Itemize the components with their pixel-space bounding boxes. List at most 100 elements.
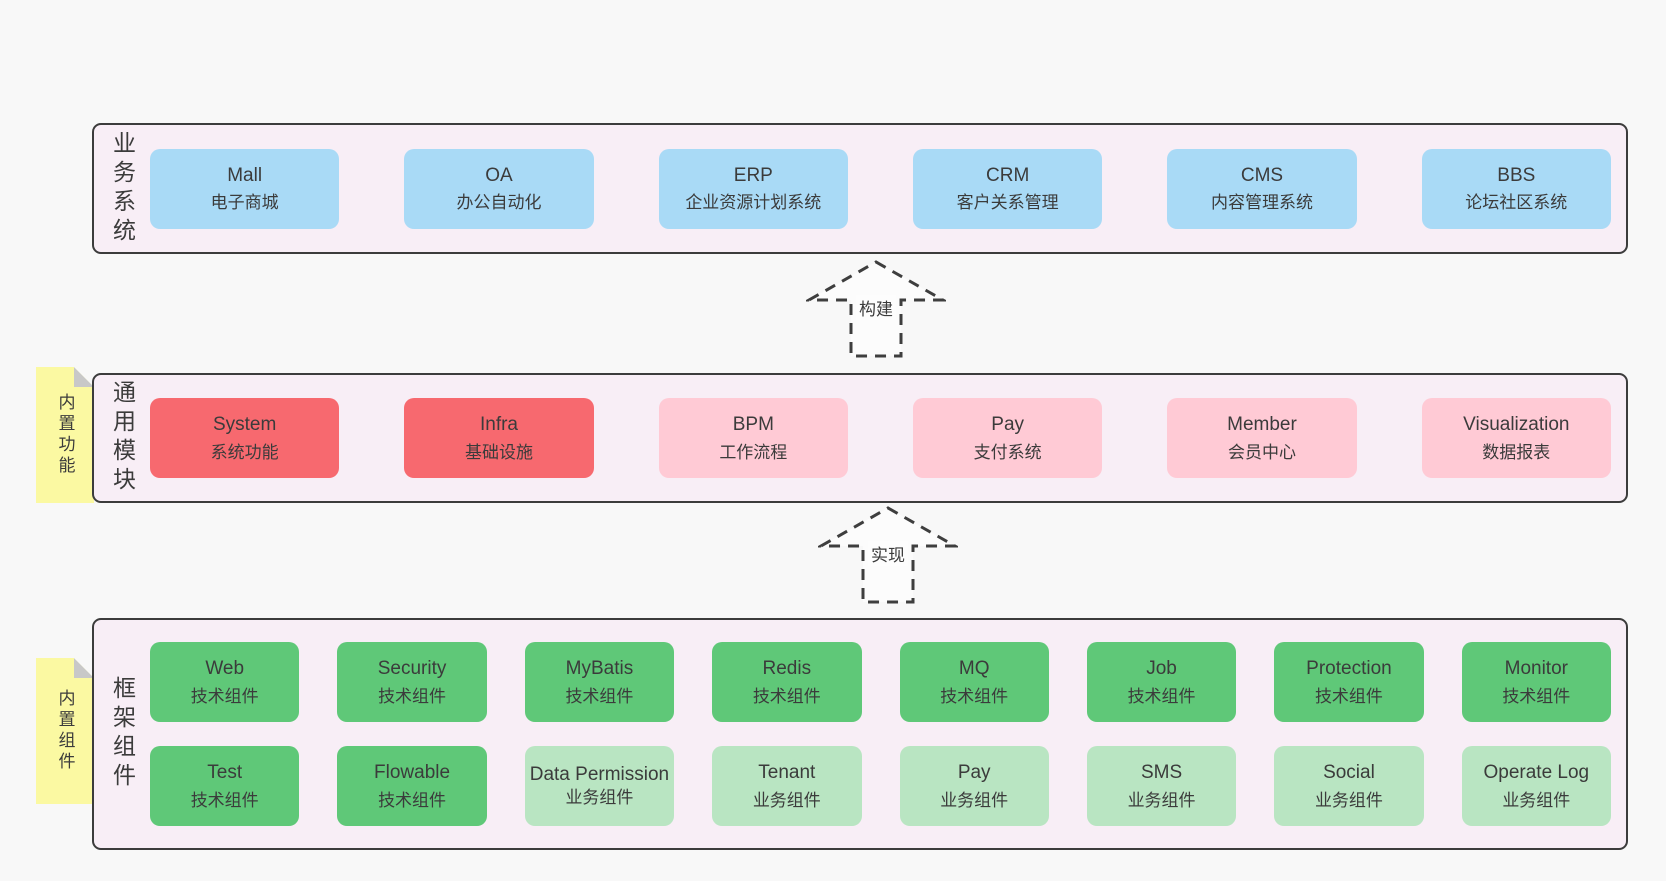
box-subtitle-cn: 业务组件 xyxy=(565,788,634,808)
box-subtitle-cn: 业务组件 xyxy=(1314,790,1383,810)
panel-label-business-systems: 业务系统 xyxy=(94,125,150,252)
panel-framework-components: 框架组件 Web 技术组件 Security 技术组件 MyBatis 技术组件… xyxy=(92,618,1628,850)
components-box-row-2: Test 技术组件 Flowable 技术组件 Data Permission … xyxy=(150,746,1611,826)
box-title-en: CRM xyxy=(986,164,1030,186)
panel-label-text: 通用模块 xyxy=(109,380,136,496)
modules-box-row: System 系统功能 Infra 基础设施 BPM 工作流程 Pay 支付系统… xyxy=(150,398,1611,478)
box-title-en: Monitor xyxy=(1504,658,1568,679)
box-social: Social 业务组件 xyxy=(1274,746,1424,826)
box-bpm: BPM 工作流程 xyxy=(658,398,848,478)
box-title-en: Job xyxy=(1146,658,1177,679)
panel-business-systems: 业务系统 Mall 电子商城 OA 办公自动化 ERP 企业资源计划系统 CRM xyxy=(92,123,1628,254)
box-subtitle-cn: 工作流程 xyxy=(719,442,788,462)
box-subtitle-cn: 技术组件 xyxy=(1314,686,1383,706)
box-infra: Infra 基础设施 xyxy=(404,398,594,478)
box-subtitle-cn: 业务组件 xyxy=(1127,790,1196,810)
box-subtitle-cn: 技术组件 xyxy=(565,686,634,706)
business-boxes-area: Mall 电子商城 OA 办公自动化 ERP 企业资源计划系统 CRM 客户关系… xyxy=(150,125,1626,252)
box-system: System 系统功能 xyxy=(150,398,340,478)
box-mybatis: MyBatis 技术组件 xyxy=(524,642,675,722)
box-title-en: CMS xyxy=(1240,164,1284,186)
box-title-en: Social xyxy=(1323,762,1375,783)
note-fold-corner-icon xyxy=(74,367,94,387)
box-title-en: Security xyxy=(377,658,447,679)
box-subtitle-cn: 系统功能 xyxy=(210,442,279,462)
arrow-implement-label: 实现 xyxy=(868,541,908,566)
box-subtitle-cn: 业务组件 xyxy=(1502,790,1571,810)
note-text: 内置功能 xyxy=(55,393,75,477)
box-subtitle-cn: 会员中心 xyxy=(1227,442,1296,462)
note-text: 内置组件 xyxy=(55,689,75,773)
box-visualization: Visualization 数据报表 xyxy=(1421,398,1611,478)
box-title-en: MyBatis xyxy=(565,658,634,679)
box-title-en: Member xyxy=(1227,414,1297,435)
box-subtitle-cn: 技术组件 xyxy=(1127,686,1196,706)
box-subtitle-cn: 基础设施 xyxy=(464,442,533,462)
arrow-implement: 实现 xyxy=(818,505,958,605)
box-title-en: Pay xyxy=(991,414,1025,435)
box-title-en: BPM xyxy=(732,414,774,435)
box-mall: Mall 电子商城 xyxy=(150,148,340,229)
components-boxes-area: Web 技术组件 Security 技术组件 MyBatis 技术组件 Redi… xyxy=(150,620,1626,848)
sticky-note-built-in-features: 内置功能 xyxy=(36,367,94,503)
box-cms: CMS 内容管理系统 xyxy=(1167,148,1357,229)
panel-label-framework-components: 框架组件 xyxy=(94,620,150,848)
arrow-build: 构建 xyxy=(806,259,946,359)
box-subtitle-cn: 技术组件 xyxy=(190,790,259,810)
box-title-en: Test xyxy=(207,762,243,783)
panel-label-common-modules: 通用模块 xyxy=(94,375,150,501)
box-subtitle-cn: 技术组件 xyxy=(378,790,447,810)
note-fold-corner-icon xyxy=(74,658,94,678)
box-bbs: BBS 论坛社区系统 xyxy=(1421,148,1611,229)
box-sms: SMS 业务组件 xyxy=(1086,746,1237,826)
box-title-en: BBS xyxy=(1497,164,1536,186)
box-crm: CRM 客户关系管理 xyxy=(912,148,1103,229)
box-monitor: Monitor 技术组件 xyxy=(1461,642,1611,722)
modules-boxes-area: System 系统功能 Infra 基础设施 BPM 工作流程 Pay 支付系统… xyxy=(150,375,1626,501)
box-erp: ERP 企业资源计划系统 xyxy=(658,148,848,229)
box-title-en: Redis xyxy=(762,658,812,679)
box-subtitle-cn: 技术组件 xyxy=(190,686,259,706)
box-title-en: ERP xyxy=(733,164,773,186)
box-subtitle-cn: 技术组件 xyxy=(940,686,1009,706)
box-subtitle-cn: 技术组件 xyxy=(752,686,821,706)
box-pay-business: Pay 业务组件 xyxy=(899,746,1049,826)
box-subtitle-cn: 客户关系管理 xyxy=(956,193,1059,212)
box-subtitle-cn: 技术组件 xyxy=(378,686,447,706)
box-title-en: Infra xyxy=(479,414,518,435)
box-job: Job 技术组件 xyxy=(1086,642,1237,722)
box-subtitle-cn: 内容管理系统 xyxy=(1210,193,1313,212)
panel-label-text: 业务系统 xyxy=(109,130,136,247)
arrow-build-label: 构建 xyxy=(856,295,896,320)
box-test: Test 技术组件 xyxy=(150,746,300,826)
sticky-note-built-in-components: 内置组件 xyxy=(36,658,94,804)
box-member: Member 会员中心 xyxy=(1167,398,1357,478)
box-subtitle-cn: 企业资源计划系统 xyxy=(685,193,822,212)
box-web: Web 技术组件 xyxy=(150,642,300,722)
box-subtitle-cn: 支付系统 xyxy=(973,442,1042,462)
box-subtitle-cn: 论坛社区系统 xyxy=(1465,193,1568,212)
box-security: Security 技术组件 xyxy=(337,642,487,722)
panel-label-text: 框架组件 xyxy=(109,676,136,792)
box-subtitle-cn: 数据报表 xyxy=(1482,442,1551,462)
box-subtitle-cn: 办公自动化 xyxy=(456,193,542,212)
box-data-permission: Data Permission 业务组件 xyxy=(524,746,675,826)
box-title-en: Pay xyxy=(957,762,991,783)
box-title-en: Protection xyxy=(1306,658,1392,679)
box-operate-log: Operate Log 业务组件 xyxy=(1461,746,1611,826)
box-subtitle-cn: 业务组件 xyxy=(940,790,1009,810)
box-pay: Pay 支付系统 xyxy=(912,398,1103,478)
box-title-en: Data Permission xyxy=(529,763,670,785)
box-title-en: System xyxy=(212,414,277,435)
panel-common-modules: 通用模块 System 系统功能 Infra 基础设施 BPM 工作流程 Pay xyxy=(92,373,1628,503)
box-mq: MQ 技术组件 xyxy=(899,642,1049,722)
box-title-en: Operate Log xyxy=(1483,762,1590,783)
box-title-en: Tenant xyxy=(758,762,816,783)
box-oa: OA 办公自动化 xyxy=(404,148,594,229)
box-redis: Redis 技术组件 xyxy=(712,642,862,722)
business-box-row: Mall 电子商城 OA 办公自动化 ERP 企业资源计划系统 CRM 客户关系… xyxy=(150,148,1611,229)
box-flowable: Flowable 技术组件 xyxy=(337,746,487,826)
box-subtitle-cn: 电子商城 xyxy=(210,193,279,212)
box-title-en: Visualization xyxy=(1463,414,1570,435)
